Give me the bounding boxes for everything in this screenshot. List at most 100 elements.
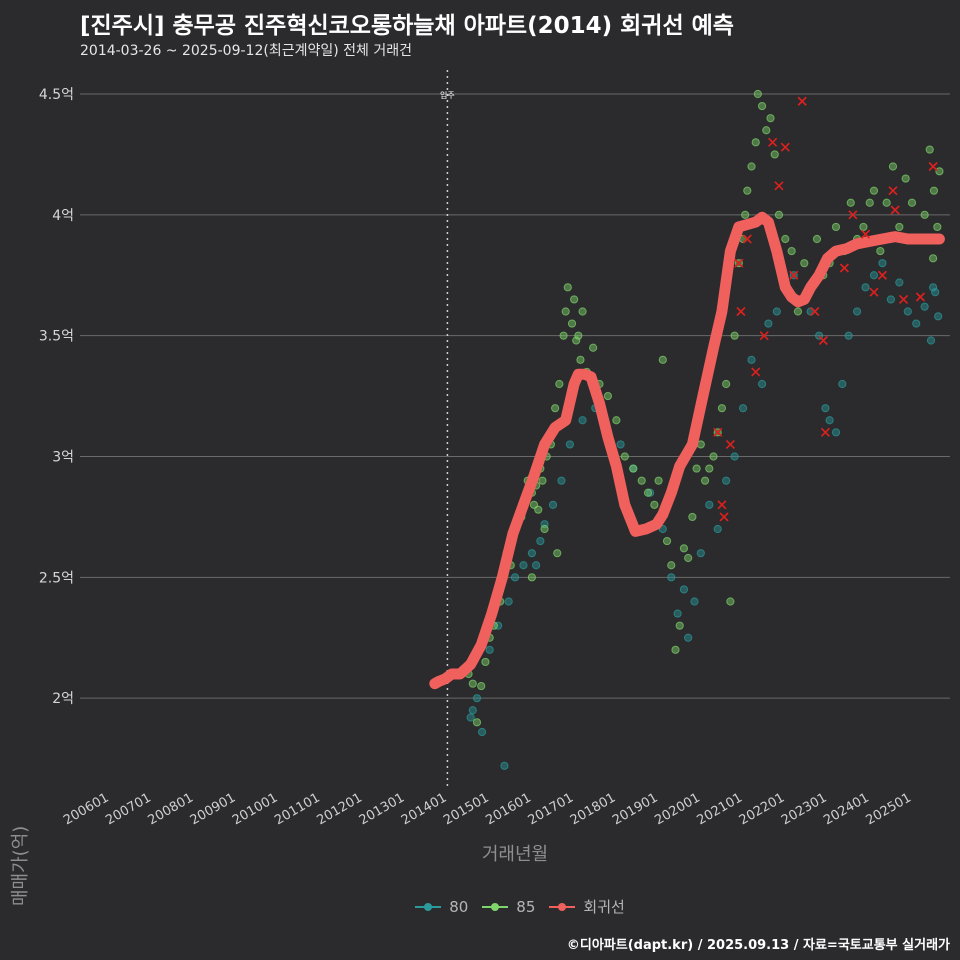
outlier-mark — [848, 210, 858, 220]
data-point-80 — [844, 331, 853, 340]
data-point-80 — [477, 727, 487, 737]
outlier-mark — [774, 181, 784, 191]
legend-label-85: 85 — [516, 897, 536, 916]
data-point-80 — [532, 561, 541, 570]
data-point-85 — [684, 553, 693, 563]
data-point-80 — [886, 295, 895, 304]
data-point-85 — [538, 476, 547, 485]
data-point-85 — [793, 307, 803, 316]
data-point-85 — [637, 476, 646, 485]
data-point-80 — [738, 404, 748, 413]
data-point-85 — [692, 464, 701, 473]
x-tick-label: 201601 — [483, 790, 533, 828]
data-point-85 — [882, 198, 891, 207]
data-point-80 — [929, 283, 938, 292]
data-point-80 — [838, 379, 847, 389]
outlier-mark — [725, 439, 735, 449]
data-point-80 — [578, 416, 587, 425]
data-point-80 — [504, 597, 513, 606]
data-point-85 — [762, 126, 771, 135]
data-point-80 — [861, 283, 870, 292]
data-point-80 — [527, 549, 536, 558]
outlier-mark — [717, 500, 727, 510]
outlier-mark — [928, 161, 938, 172]
legend-item-regression: 회귀선 — [549, 896, 625, 917]
data-point-85 — [671, 645, 680, 654]
legend-label-80: 80 — [449, 897, 469, 916]
data-point-80 — [468, 706, 477, 715]
data-point-85 — [662, 536, 672, 546]
data-point-85 — [929, 254, 938, 263]
x-tick-label: 201101 — [272, 790, 322, 828]
outlier-mark — [898, 294, 909, 304]
data-point-85 — [559, 331, 568, 340]
data-point-80 — [557, 476, 566, 485]
data-point-85 — [907, 198, 917, 207]
legend-item-80: 80 — [415, 896, 468, 917]
data-point-85 — [753, 89, 762, 99]
data-point-85 — [774, 210, 784, 219]
data-point-85 — [709, 452, 718, 461]
data-point-85 — [472, 718, 482, 727]
data-point-85 — [629, 464, 638, 473]
legend: 80 85 회귀선 — [0, 896, 960, 917]
data-point-80 — [510, 573, 520, 582]
move-in-vline: 입주 — [440, 70, 455, 790]
data-point-85 — [865, 198, 874, 207]
data-point-85 — [563, 283, 572, 292]
data-point-85 — [667, 561, 676, 570]
data-point-85 — [620, 452, 629, 461]
data-point-85 — [747, 162, 756, 171]
data-point-85 — [675, 621, 684, 630]
data-point-80 — [679, 585, 689, 594]
source-caption: ©디아파트(dapt.kr) / 2025.09.13 / 자료=국토교통부 실… — [566, 938, 950, 953]
data-point-85 — [859, 222, 868, 232]
data-point-80 — [565, 440, 575, 449]
data-point-80 — [757, 379, 767, 389]
data-point-80 — [696, 549, 705, 558]
x-tick-label: 202401 — [821, 790, 871, 828]
x-tick-label: 201201 — [314, 790, 364, 828]
outlier-mark — [759, 331, 769, 341]
data-point-85 — [688, 512, 697, 522]
outlier-mark — [736, 306, 746, 317]
grid-lines — [80, 93, 950, 699]
legend-item-85: 85 — [482, 896, 535, 917]
data-point-80 — [722, 476, 731, 485]
outlier-mark — [780, 142, 790, 152]
outlier-mark — [789, 270, 799, 280]
data-point-85 — [787, 246, 796, 256]
data-point-85 — [553, 549, 562, 558]
x-tick-label: 201001 — [230, 790, 280, 828]
legend-key-85 — [482, 900, 509, 914]
data-point-80 — [684, 633, 693, 642]
data-point-85 — [540, 524, 549, 534]
data-point-85 — [757, 101, 767, 111]
data-point-80 — [466, 713, 475, 722]
data-point-85 — [800, 259, 809, 268]
legend-key-80 — [415, 900, 442, 914]
data-point-85 — [722, 379, 731, 389]
data-point-80 — [548, 500, 558, 509]
regression-line — [429, 211, 945, 690]
x-tick-label: 202301 — [779, 790, 829, 828]
data-point-85 — [700, 476, 710, 485]
outlier-mark — [820, 427, 830, 437]
vline-label: 입주 — [440, 91, 455, 100]
data-point-85 — [901, 174, 910, 183]
outlier-mark — [888, 186, 898, 196]
data-point-85 — [726, 597, 735, 606]
data-point-80 — [931, 288, 940, 297]
data-point-85 — [643, 488, 653, 497]
data-point-80 — [912, 319, 921, 328]
data-point-85 — [730, 331, 739, 340]
data-point-85 — [831, 222, 841, 232]
chart-title: [진주시] 충무공 진주혁신코오롱하늘채 아파트(2014) 회귀선 예측 — [80, 13, 734, 39]
data-point-85 — [679, 544, 689, 553]
data-point-85 — [781, 234, 790, 244]
x-tick-label: 202101 — [695, 790, 745, 828]
outlier-mark — [818, 335, 828, 346]
y-tick-label: 4.5억 — [39, 87, 74, 103]
data-point-85 — [468, 679, 477, 688]
